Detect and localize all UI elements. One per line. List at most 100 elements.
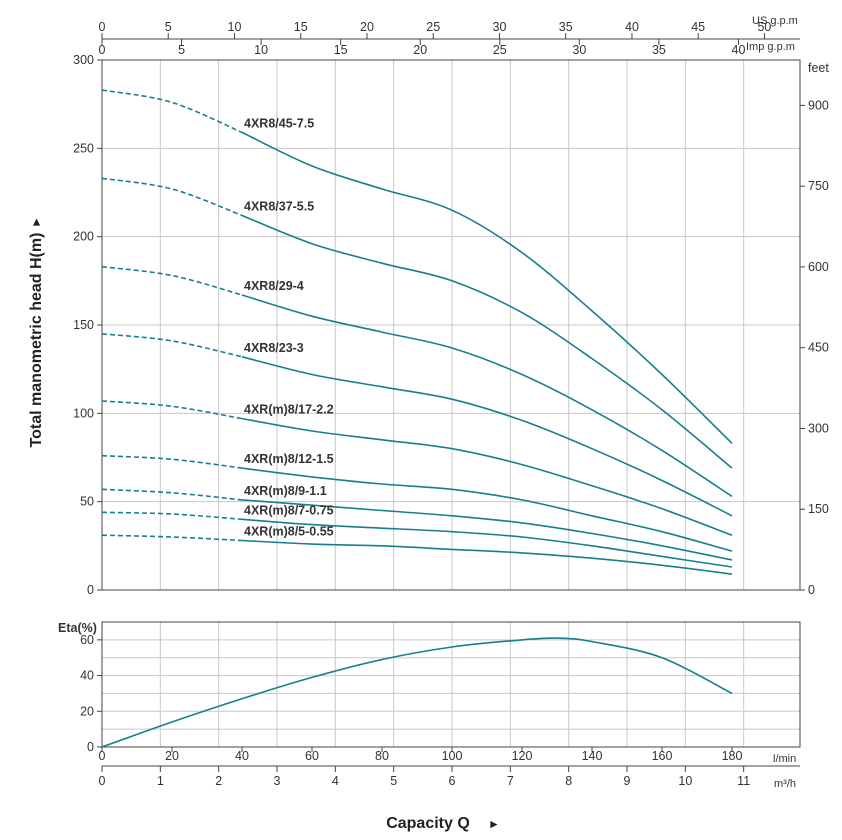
m3h-unit-label: m³/h (774, 778, 796, 790)
m3h-tick-label: 3 (274, 774, 281, 788)
head-y-tick-label: 0 (87, 583, 94, 597)
head-curve-dashed-0 (101, 89, 243, 134)
curve-label-5: 4XR(m)8/12-1.5 (244, 452, 334, 466)
head-curve-solid-5 (241, 467, 733, 552)
head-y-tick-label: 50 (80, 495, 94, 509)
imp-gpm-tick-label: 0 (99, 43, 106, 57)
axis-ticks: 0 5 10 15 20 25 30 35 40 45 500 5 10 15 20 25 30 35 400501… (73, 20, 829, 788)
m3h-tick-label: 4 (332, 774, 339, 788)
us-gpm-tick-label: 30 (493, 20, 507, 34)
lmin-tick-label: 80 (375, 749, 389, 763)
curve-label-4: 4XR(m)8/17-2.2 (244, 403, 334, 417)
us-gpm-tick-label: 25 (426, 20, 440, 34)
lmin-tick-label: 140 (582, 749, 603, 763)
y-axis-title: Total manometric head H(m) (28, 233, 45, 448)
curve-label-1: 4XR8/37-5.5 (244, 199, 314, 213)
feet-y-tick-label: 750 (808, 179, 829, 193)
head-curve-dashed-1 (101, 177, 243, 217)
m3h-tick-label: 8 (565, 774, 572, 788)
head-curve-dashed-7 (101, 511, 243, 521)
m3h-tick-label: 11 (737, 774, 750, 788)
us-gpm-tick-label: 35 (559, 20, 573, 34)
plot-frames (101, 59, 801, 748)
head-y-tick-label: 250 (73, 141, 94, 155)
lmin-tick-label: 120 (512, 749, 533, 763)
m3h-tick-label: 1 (157, 774, 164, 788)
curve-label-2: 4XR8/29-4 (244, 279, 304, 293)
curve-label-7: 4XR(m)8/7-0.75 (244, 503, 334, 517)
lmin-tick-label: 0 (99, 749, 106, 763)
feet-y-tick-label: 450 (808, 341, 829, 355)
lmin-tick-label: 40 (235, 749, 249, 763)
eta-y-tick-label: 60 (80, 633, 94, 647)
feet-y-tick-label: 150 (808, 502, 829, 516)
head-curve-solid-4 (241, 417, 733, 536)
m3h-tick-label: 7 (507, 774, 514, 788)
us-gpm-tick-label: 10 (228, 20, 242, 34)
m3h-tick-label: 2 (215, 774, 222, 788)
efficiency-curve (101, 637, 733, 748)
curve-label-3: 4XR8/23-3 (244, 341, 304, 355)
us-gpm-tick-label: 40 (625, 20, 639, 34)
eta-curve (101, 637, 733, 748)
head-y-tick-label: 100 (73, 406, 94, 420)
head-curve-dashed-2 (101, 265, 243, 296)
m3h-tick-label: 0 (99, 774, 106, 788)
feet-y-tick-label: 0 (808, 583, 815, 597)
x-axis-title: Capacity Q (386, 815, 470, 832)
feet-unit-label: feet (808, 61, 829, 75)
m3h-tick-label: 9 (624, 774, 631, 788)
curve-label-6: 4XR(m)8/9-1.1 (244, 484, 327, 498)
curve-labels: 4XR8/45-7.5 4XR8/37-5.5 4XR8/29-4 4XR8/23-3… (244, 116, 334, 538)
us-gpm-tick-label: 5 (165, 20, 172, 34)
head-y-tick-label: 150 (73, 318, 94, 332)
m3h-tick-label: 6 (449, 774, 456, 788)
head-y-tick-label: 300 (73, 53, 94, 67)
x-axis-arrow: ► (488, 817, 500, 831)
lmin-tick-label: 100 (442, 749, 463, 763)
head-curve-solid-1 (241, 214, 733, 469)
head-curve-solid-3 (241, 356, 733, 517)
imp-gpm-tick-label: 25 (493, 43, 507, 57)
lmin-tick-label: 160 (652, 749, 673, 763)
head-curve-dashed-4 (101, 400, 243, 420)
m3h-tick-label: 5 (390, 774, 397, 788)
feet-y-tick-label: 900 (808, 98, 829, 112)
lmin-tick-label: 20 (165, 749, 179, 763)
us-gpm-tick-label: 20 (360, 20, 374, 34)
imp-gpm-tick-label: 20 (413, 43, 427, 57)
feet-y-tick-label: 300 (808, 421, 829, 435)
us-gpm-tick-label: 0 (99, 20, 106, 34)
eta-axis-title: Eta(%) (58, 621, 97, 635)
curve-label-0: 4XR8/45-7.5 (244, 116, 314, 130)
imp-gpm-tick-label: 35 (652, 43, 666, 57)
lmin-tick-label: 180 (722, 749, 743, 763)
head-curves (101, 89, 733, 575)
head-curve-dashed-8 (101, 534, 243, 542)
curve-label-8: 4XR(m)8/5-0.55 (244, 525, 334, 539)
imp-gpm-unit-label: Imp g.p.m (746, 41, 795, 53)
imp-gpm-tick-label: 40 (732, 43, 746, 57)
head-curve-dashed-3 (101, 333, 243, 358)
imp-gpm-tick-label: 5 (178, 43, 185, 57)
l-min-unit-label: l/min (773, 753, 796, 765)
lmin-tick-label: 60 (305, 749, 319, 763)
eta-plot-frame (101, 621, 801, 748)
imp-gpm-tick-label: 30 (572, 43, 586, 57)
head-curve-solid-2 (241, 294, 733, 498)
us-gpm-tick-label: 50 (757, 20, 771, 34)
head-curve-dashed-5 (101, 454, 243, 469)
us-gpm-tick-label: 45 (691, 20, 705, 34)
eta-y-tick-label: 40 (80, 669, 94, 683)
us-gpm-unit-label: US g.p.m (752, 15, 798, 27)
gridlines (102, 60, 800, 747)
head-curve-solid-0 (241, 131, 733, 444)
head-curve-solid-6 (241, 499, 733, 561)
eta-y-tick-label: 0 (87, 740, 94, 754)
eta-y-tick-label: 20 (80, 704, 94, 718)
head-curve-dashed-6 (101, 488, 243, 501)
y-axis-arrow: ► (29, 216, 43, 228)
head-y-tick-label: 200 (73, 230, 94, 244)
feet-y-tick-label: 600 (808, 260, 829, 274)
